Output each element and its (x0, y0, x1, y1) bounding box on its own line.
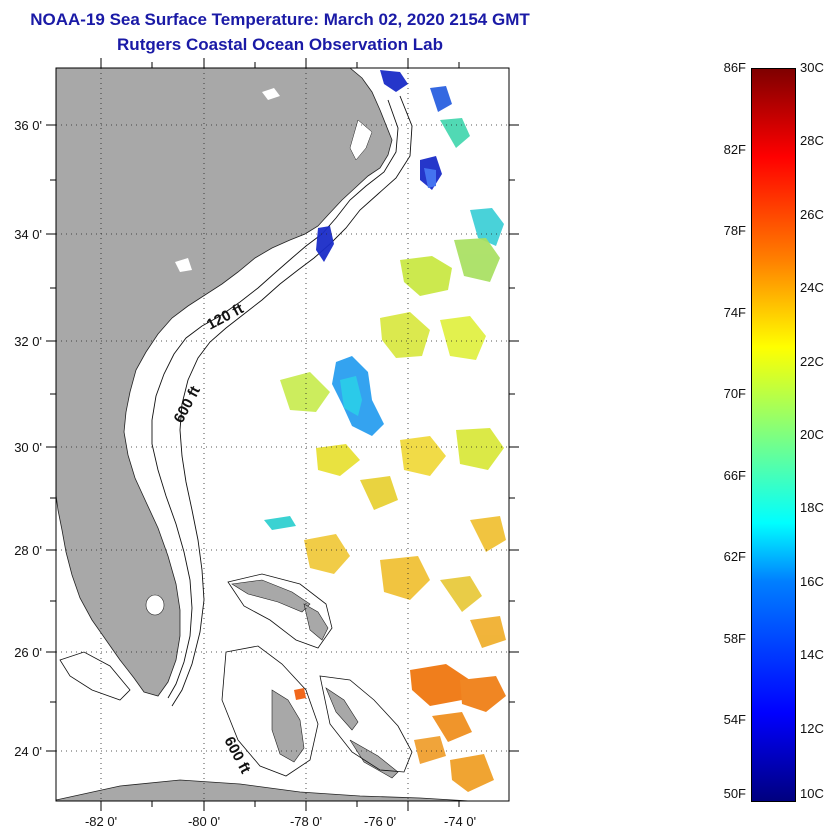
contour-label-600ft: 600 ft (220, 734, 253, 777)
lat-tick-label: 28 0' (14, 543, 42, 558)
graticule (56, 68, 509, 801)
bahamas-bank-contour (227, 573, 333, 649)
lon-tick-label: -78 0' (290, 814, 322, 829)
cuba-landmass (56, 779, 471, 801)
lon-tick-label: -80 0' (188, 814, 220, 829)
major-ticks (46, 58, 519, 811)
abaco-island (303, 603, 329, 641)
exuma-islands (349, 739, 399, 779)
colorbar-fahrenheit-label: 50F (723, 786, 746, 801)
colorbar-celsius-label: 24C (800, 280, 824, 296)
minor-ticks (50, 62, 515, 807)
lon-tick-label: -76 0' (364, 814, 396, 829)
colorbar-celsius-label: 22C (800, 353, 824, 369)
lon-tick-label: -82 0' (85, 814, 117, 829)
temperature-colorbar (751, 68, 796, 802)
lake-okeechobee (145, 594, 165, 616)
pamlico-sound (349, 119, 373, 161)
contour-120ft (151, 99, 399, 699)
map-subtitle: Rutgers Coastal Ocean Observation Lab (117, 35, 443, 54)
sst-data-warm (294, 616, 506, 792)
map-frame (55, 67, 510, 802)
contour-600ft (171, 95, 413, 707)
lat-tick-label: 30 0' (14, 440, 42, 455)
grand-bahama (231, 579, 311, 613)
lat-tick-label: 26 0' (14, 645, 42, 660)
colorbar-fahrenheit-label: 62F (723, 549, 746, 565)
colorbar-celsius-label: 26C (800, 206, 824, 222)
sst-data-mid (280, 238, 506, 612)
florida-keys-contour (59, 651, 131, 701)
colorbar-fahrenheit-label: 86F (723, 60, 746, 75)
lat-tick-label: 34 0' (14, 227, 42, 242)
colorbar-celsius-label: 28C (800, 133, 824, 149)
colorbar-fahrenheit-label: 70F (723, 386, 746, 402)
colorbar-celsius-label: 30C (800, 60, 824, 75)
lat-tick-label: 36 0' (14, 118, 42, 133)
us-landmass (56, 68, 393, 697)
colorbar-celsius-label: 18C (800, 500, 824, 516)
colorbar-fahrenheit-label: 82F (723, 141, 746, 157)
colorbar-celsius-label: 14C (800, 647, 824, 663)
inland-lake (175, 258, 192, 272)
map-title: NOAA-19 Sea Surface Temperature: March 0… (30, 10, 530, 29)
andros-island (271, 689, 305, 763)
bahamas-bank-contour (319, 675, 413, 773)
lon-tick-label: -74 0' (444, 814, 476, 829)
lat-tick-label: 24 0' (14, 744, 42, 759)
colorbar-celsius-label: 12C (800, 720, 824, 736)
colorbar-celsius-label: 20C (800, 427, 824, 442)
colorbar-fahrenheit-label: 54F (723, 712, 746, 728)
colorbar-celsius-label: 10C (800, 786, 824, 801)
colorbar-fahrenheit-label: 58F (723, 630, 746, 646)
inland-lake (262, 88, 280, 100)
bahamas-bank-contour (221, 645, 319, 777)
eleuthera-island (325, 687, 359, 731)
colorbar-fahrenheit-label: 66F (723, 467, 746, 483)
sst-data-cold (264, 70, 504, 530)
colorbar-fahrenheit-label: 78F (723, 223, 746, 239)
colorbar-fahrenheit-label: 74F (723, 304, 746, 320)
colorbar-celsius-label: 16C (800, 573, 824, 589)
lat-tick-label: 32 0' (14, 334, 42, 349)
contour-label-600ft: 600 ft (171, 383, 204, 426)
